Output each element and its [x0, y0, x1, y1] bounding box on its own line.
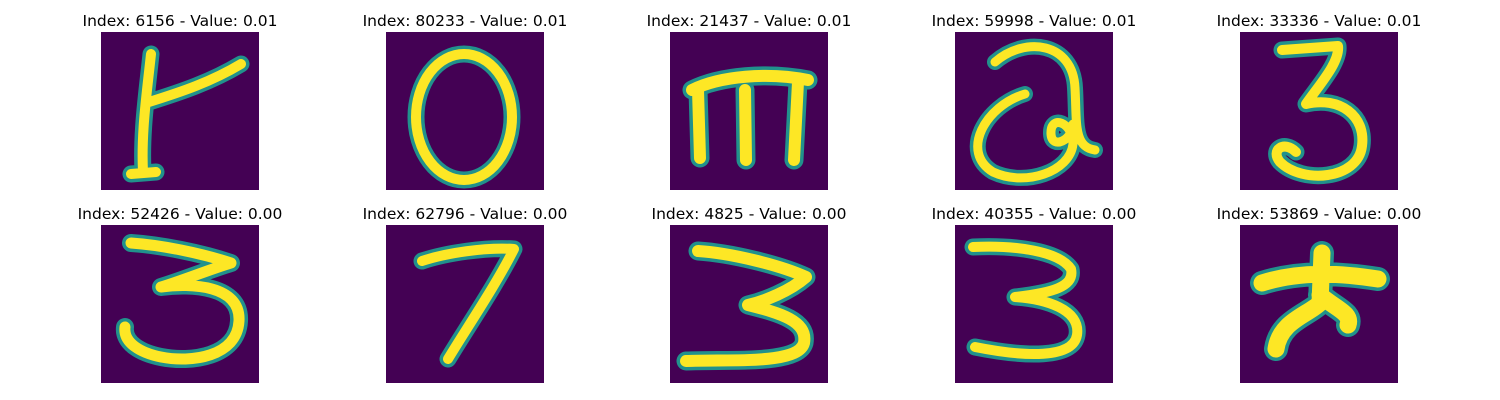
panel: Index: 59998 - Value: 0.01: [892, 10, 1176, 190]
panel-title: Index: 53869 - Value: 0.00: [1216, 205, 1422, 223]
glyph-star: [1250, 241, 1390, 361]
digit-image: [101, 32, 259, 190]
glyph-o: [407, 45, 521, 189]
panel-title: Index: 21437 - Value: 0.01: [646, 12, 852, 30]
glyph-crossed-l: [122, 45, 250, 183]
digit-image: [955, 225, 1113, 383]
panel: Index: 21437 - Value: 0.01: [607, 10, 891, 190]
panel-title: Index: 59998 - Value: 0.01: [931, 12, 1137, 30]
digit-image: [670, 32, 828, 190]
glyph-3: [676, 241, 816, 371]
glyph-a: [969, 38, 1103, 186]
panel-title: Index: 62796 - Value: 0.00: [362, 205, 568, 223]
glyph-3: [1268, 37, 1371, 185]
panel: Index: 80233 - Value: 0.01: [323, 10, 607, 190]
glyph-3: [964, 238, 1086, 363]
panel-title: Index: 40355 - Value: 0.00: [931, 205, 1137, 223]
panel-title: Index: 80233 - Value: 0.01: [362, 12, 568, 30]
glyph-m: [682, 66, 818, 170]
digit-image: [386, 32, 544, 190]
panel: Index: 40355 - Value: 0.00: [892, 203, 1176, 383]
panel-title: Index: 4825 - Value: 0.00: [651, 205, 847, 223]
panel: Index: 4825 - Value: 0.00: [607, 203, 891, 383]
digit-image: [1240, 225, 1398, 383]
panel: Index: 53869 - Value: 0.00: [1177, 203, 1461, 383]
panel-title: Index: 33336 - Value: 0.01: [1216, 12, 1422, 30]
digit-image: [1240, 32, 1398, 190]
glyph-7: [413, 240, 523, 368]
glyph-3: [115, 234, 248, 368]
panel-title: Index: 52426 - Value: 0.00: [77, 205, 283, 223]
panel: Index: 52426 - Value: 0.00: [38, 203, 322, 383]
panel: Index: 33336 - Value: 0.01: [1177, 10, 1461, 190]
digit-image: [386, 225, 544, 383]
panel: Index: 6156 - Value: 0.01: [38, 10, 322, 190]
panel: Index: 62796 - Value: 0.00: [323, 203, 607, 383]
digit-image: [670, 225, 828, 383]
digit-image: [101, 225, 259, 383]
digit-image: [955, 32, 1113, 190]
panel-title: Index: 6156 - Value: 0.01: [82, 12, 278, 30]
